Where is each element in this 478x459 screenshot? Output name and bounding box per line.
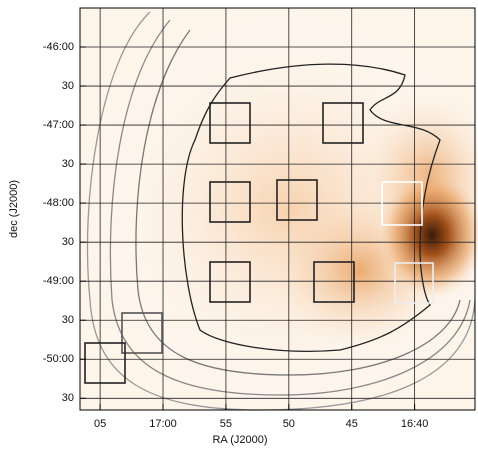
- y-tick-label: 30: [62, 80, 74, 92]
- x-tick-label: 55: [220, 418, 232, 430]
- figure: RA (J2000) dec (J2000) -46:00 30 -47:00 30 -…: [0, 0, 478, 454]
- x-tick-label: 45: [346, 418, 358, 430]
- y-tick-label: -46:00: [43, 41, 74, 53]
- y-tick-label: 30: [62, 392, 74, 404]
- y-tick-label: -48:00: [43, 197, 74, 209]
- y-tick-label: 30: [62, 158, 74, 170]
- y-tick-label: -50:00: [43, 353, 74, 365]
- y-tick-label: -49:00: [43, 275, 74, 287]
- x-tick-label: 50: [283, 418, 295, 430]
- x-tick-label: 05: [94, 418, 106, 430]
- y-tick-label: -47:00: [43, 119, 74, 131]
- x-tick-label: 16:40: [401, 418, 429, 430]
- y-axis-label: dec (J2000): [8, 180, 20, 238]
- x-tick-label: 17:00: [149, 418, 177, 430]
- x-axis-label: RA (J2000): [212, 434, 267, 446]
- y-tick-label: 30: [62, 236, 74, 248]
- y-tick-label: 30: [62, 314, 74, 326]
